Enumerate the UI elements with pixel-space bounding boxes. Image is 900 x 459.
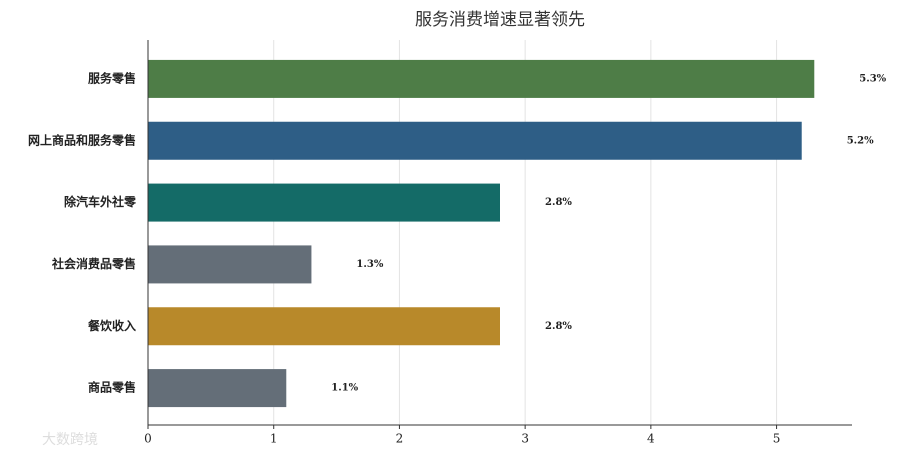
y-tick-label: 网上商品和服务零售 [28,132,136,147]
x-tick-label: 2 [396,432,404,446]
bar [148,121,802,160]
watermark: 大数跨境 [42,432,98,448]
bar [148,59,815,98]
value-label: 2.8% [545,321,572,332]
y-tick-label: 商品零售 [88,380,136,395]
y-tick-label: 社会消费品零售 [51,256,136,271]
value-label: 5.3% [859,73,886,84]
value-label: 5.2% [847,135,874,146]
x-tick-label: 4 [647,432,655,446]
value-label: 1.1% [331,383,358,394]
y-tick-label: 餐饮收入 [88,318,136,333]
bar [148,245,312,284]
y-tick-label: 除汽车外社零 [64,194,137,209]
value-label: 1.3% [356,259,383,270]
chart-title: 服务消费增速显著领先 [415,10,585,30]
x-tick-label: 3 [521,432,529,446]
y-tick-label: 服务零售 [88,70,136,85]
bar [148,369,287,408]
x-tick-label: 0 [144,432,152,446]
x-tick-label: 5 [773,432,781,446]
value-label: 2.8% [545,197,572,208]
bar [148,307,500,346]
x-tick-label: 1 [270,432,278,446]
bar [148,183,500,222]
